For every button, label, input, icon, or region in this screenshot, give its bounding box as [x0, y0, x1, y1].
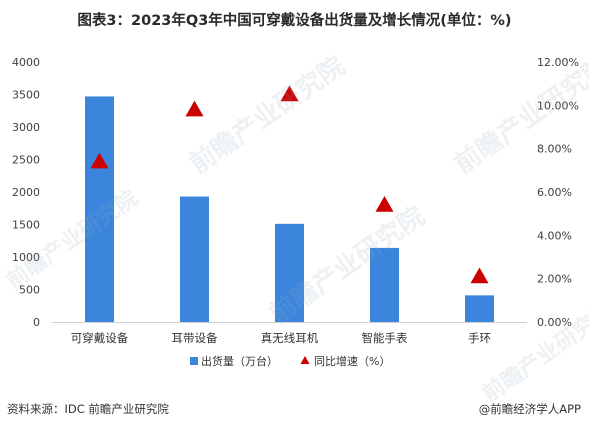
bar — [275, 223, 304, 322]
y-right-tick-label: 10.00% — [537, 99, 579, 112]
y-left-tick-label: 0 — [33, 316, 40, 329]
growth-marker — [185, 100, 204, 117]
y-left-tick-label: 3500 — [12, 89, 40, 102]
y-left-tick-label: 2500 — [12, 154, 40, 167]
legend-swatch-bar — [190, 357, 198, 365]
bar — [465, 295, 494, 322]
y-left-tick-label: 1500 — [12, 219, 40, 232]
x-tick-label: 手环 — [468, 331, 491, 345]
growth-marker — [280, 85, 299, 102]
y-left-tick-label: 3000 — [12, 121, 40, 134]
bar — [85, 96, 114, 322]
y-left-tick-label: 2000 — [12, 186, 40, 199]
chart-title: 图表3：2023年Q3年中国可穿戴设备出货量及增长情况(单位：%) — [77, 13, 512, 29]
y-right-tick-label: 8.00% — [537, 143, 572, 156]
legend-label: 出货量（万台） — [201, 354, 278, 368]
y-left-tick-label: 4000 — [12, 56, 40, 69]
y-right-tick-label: 6.00% — [537, 186, 572, 199]
y-left-tick-label: 1000 — [12, 251, 40, 264]
growth-marker — [90, 152, 109, 169]
legend-label: 同比增速（%） — [314, 354, 390, 368]
credit-note: @前瞻经济学人APP — [478, 402, 581, 416]
x-tick-label: 真无线耳机 — [261, 331, 319, 345]
y-right-tick-label: 12.00% — [537, 56, 579, 69]
chart-panel: 0 500 1000 1500 2000 2500 3000 3500 4000 0.00% 2.0… — [0, 42, 589, 387]
x-tick-label: 可穿戴设备 — [71, 331, 129, 345]
x-tick-label: 智能手表 — [362, 331, 408, 345]
y-right-tick-label: 2.00% — [537, 273, 572, 286]
source-note: 资料来源：IDC 前瞻产业研究院 — [7, 402, 169, 416]
y-left-tick-label: 500 — [19, 284, 40, 297]
chart-svg: 0 500 1000 1500 2000 2500 3000 3500 4000 0.00% 2.0… — [12, 56, 579, 368]
legend-swatch-marker — [300, 356, 310, 364]
x-tick-label: 耳带设备 — [172, 331, 218, 345]
y-right-tick-label: 4.00% — [537, 229, 572, 242]
bar — [180, 196, 209, 322]
y-right-tick-label: 0.00% — [537, 316, 572, 329]
growth-marker — [375, 196, 394, 212]
bar — [370, 247, 399, 322]
growth-marker — [470, 267, 489, 284]
